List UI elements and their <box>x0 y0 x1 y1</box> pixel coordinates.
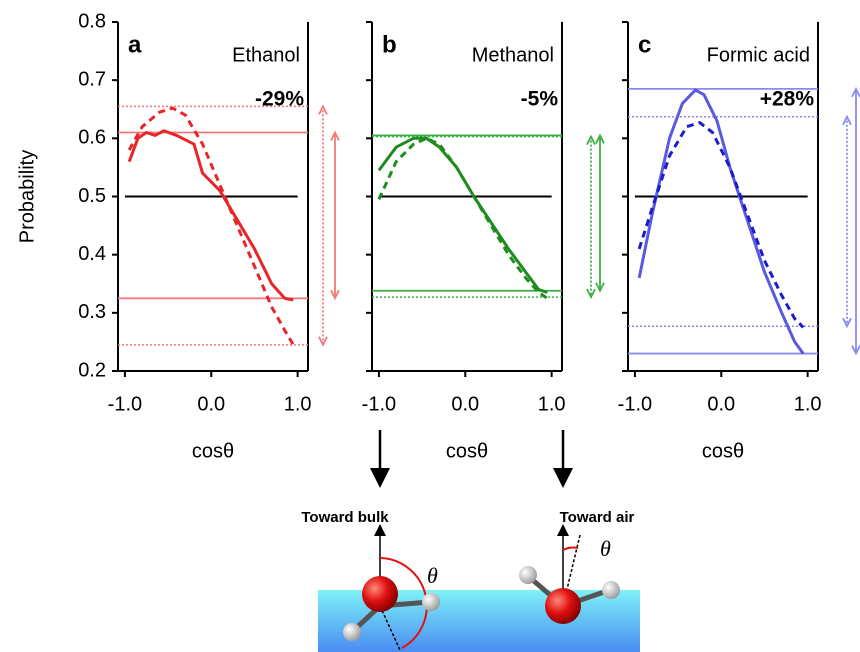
charts: 0.2 0.3 0.4 0.5 0.6 0.7 0.8 -1.0 0.0 1.0 Probabili… <box>16 10 860 462</box>
arrow-head <box>851 345 860 356</box>
arrow-head <box>318 336 328 347</box>
bond-direction <box>379 605 401 651</box>
hydrogen <box>519 566 537 584</box>
arrow-head <box>330 289 340 301</box>
arrow-head <box>595 282 605 293</box>
panel-title: Methanol <box>472 44 554 66</box>
angle-arc <box>379 557 428 649</box>
annotation: -29% <box>255 88 304 111</box>
schematic: Toward bulk Toward air θ θ <box>301 430 640 652</box>
x-tick-label: 1.0 <box>284 393 312 415</box>
oxygen <box>545 588 581 624</box>
diagram-label: Toward bulk <box>301 509 389 526</box>
arrow-head <box>851 86 860 98</box>
y-tick-label: 0.4 <box>78 243 106 265</box>
arrow-head <box>318 104 328 115</box>
oxygen <box>362 576 398 612</box>
annotation: +28% <box>760 88 815 111</box>
x-tick-label: -1.0 <box>618 393 652 415</box>
arrow-head <box>595 133 605 144</box>
x-tick-label: 1.0 <box>794 393 822 415</box>
arrow-head <box>586 134 596 145</box>
x-tick-label: -1.0 <box>108 393 142 415</box>
panel-label: c <box>638 31 651 58</box>
series-line <box>377 136 549 300</box>
y-axis-label: Probability <box>16 150 38 243</box>
hydrogen <box>343 623 361 641</box>
series-line <box>127 106 295 346</box>
angle-arc <box>562 546 579 551</box>
x-axis-label: cosθ <box>702 440 744 462</box>
y-tick-label: 0.2 <box>78 359 106 381</box>
series-line <box>377 136 548 294</box>
arrow-head <box>330 130 340 141</box>
annotation: -5% <box>521 88 559 111</box>
panel-label: b <box>382 31 397 58</box>
series-line <box>637 121 805 329</box>
x-tick-label: 0.0 <box>197 393 225 415</box>
angle-symbol: θ <box>600 536 611 561</box>
diagram-label: Toward air <box>560 509 635 526</box>
y-tick-label: 0.7 <box>78 68 106 90</box>
y-tick-label: 0.3 <box>78 301 106 323</box>
arrow-head <box>586 288 596 300</box>
arrow-head <box>842 114 852 126</box>
x-axis-label: cosθ <box>192 440 234 462</box>
series-line <box>127 129 294 302</box>
hydrogen <box>422 593 440 611</box>
y-tick-label: 0.8 <box>78 10 106 32</box>
series-line <box>637 88 805 355</box>
angle-symbol: θ <box>427 563 438 588</box>
panel-title: Formic acid <box>707 44 810 66</box>
x-tick-label: -1.0 <box>362 393 396 415</box>
x-tick-label: 0.0 <box>707 393 735 415</box>
panel-label: a <box>128 31 142 58</box>
x-tick-label: 0.0 <box>451 393 479 415</box>
x-tick-label: 1.0 <box>538 393 566 415</box>
y-tick-label: 0.6 <box>78 127 106 149</box>
arrow-head <box>842 317 852 329</box>
y-tick-label: 0.5 <box>78 185 106 207</box>
x-axis-label: cosθ <box>446 440 488 462</box>
panel-title: Ethanol <box>232 44 300 66</box>
hydrogen <box>602 581 620 599</box>
